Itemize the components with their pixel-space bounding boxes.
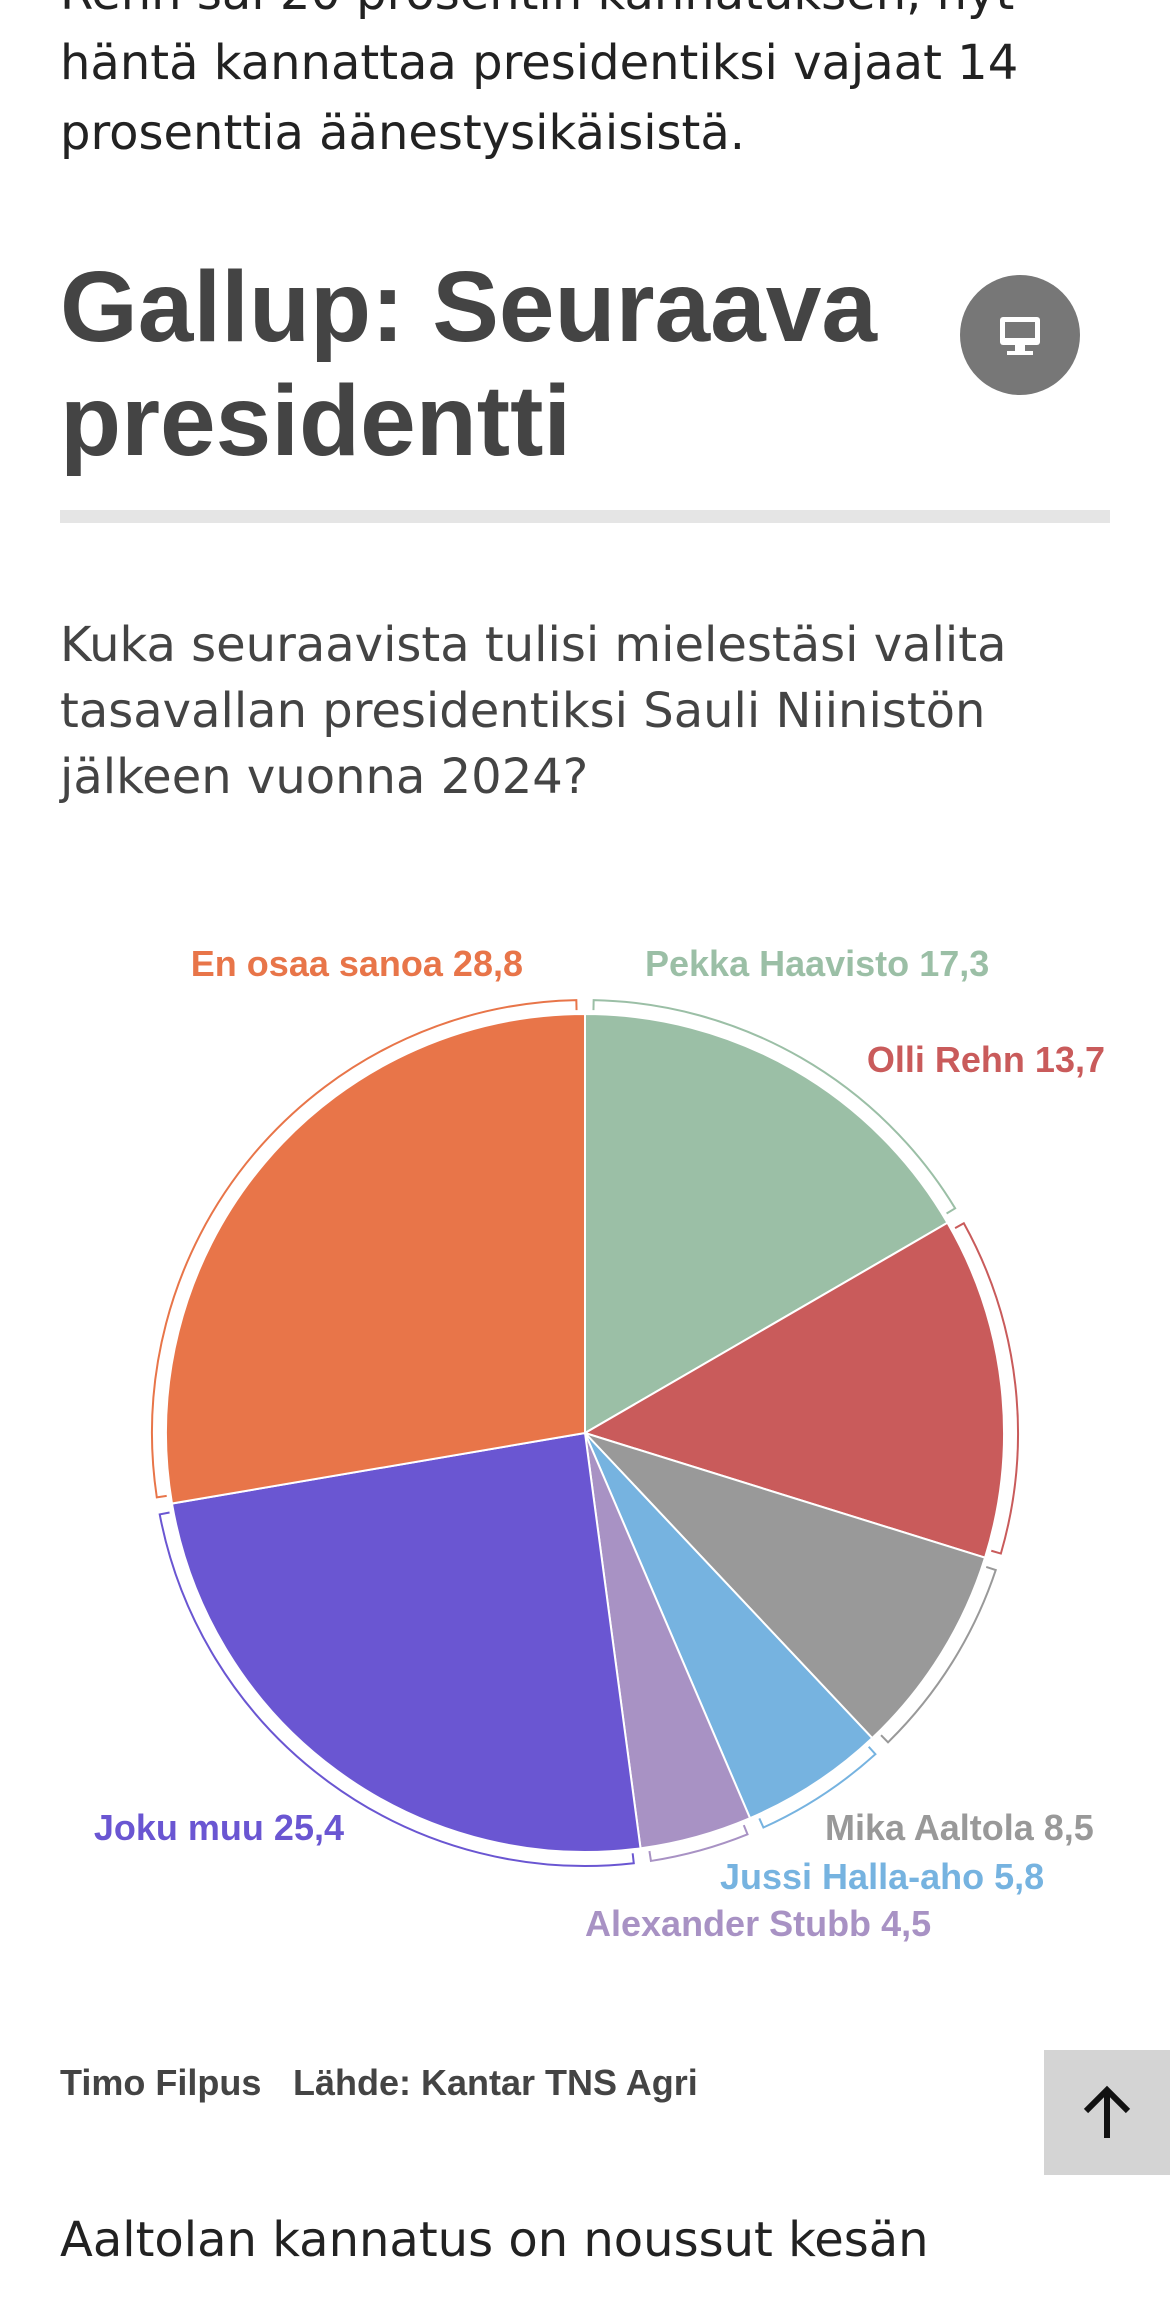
value-label: 28,8 xyxy=(453,943,523,984)
pie-slice xyxy=(170,1431,642,1853)
category-name: Olli Rehn xyxy=(867,1039,1025,1080)
source: Lähde: Kantar TNS Agri xyxy=(293,2062,698,2103)
category-name: Jussi Halla-aho xyxy=(720,1856,984,1897)
value-label: 13,7 xyxy=(1035,1039,1105,1080)
category-name: Alexander Stubb xyxy=(585,1903,871,1944)
label-bracket xyxy=(648,1824,749,1863)
slice-label: Mika Aaltola 8,5 xyxy=(825,1807,1094,1848)
category-name: Joku muu xyxy=(94,1807,264,1848)
slice-label: Joku muu 25,4 xyxy=(94,1807,344,1848)
pie-slice xyxy=(582,1221,1005,1559)
value-label: 5,8 xyxy=(994,1856,1044,1897)
pie-slice xyxy=(584,1012,949,1435)
label-bracket xyxy=(880,1565,998,1744)
arrow-up-icon xyxy=(1083,2085,1131,2138)
pie-slice xyxy=(581,1430,987,1740)
slice-label: En osaa sanoa 28,8 xyxy=(191,943,523,984)
divider xyxy=(60,510,1110,523)
slice-label: Olli Rehn 13,7 xyxy=(867,1039,1105,1080)
label-bracket xyxy=(758,1746,877,1829)
category-name: En osaa sanoa xyxy=(191,943,444,984)
category-name: Pekka Haavisto xyxy=(645,943,909,984)
author: Timo Filpus xyxy=(60,2062,262,2103)
label-bracket xyxy=(954,1221,1019,1555)
value-label: 17,3 xyxy=(919,943,989,984)
value-label: 8,5 xyxy=(1044,1807,1094,1848)
value-label: 25,4 xyxy=(274,1807,344,1848)
chart-subtitle: Kuka seuraavista tulisi mielestäsi valit… xyxy=(60,617,1007,805)
category-name: Mika Aaltola xyxy=(825,1807,1035,1848)
slice-label: Jussi Halla-aho 5,8 xyxy=(720,1856,1044,1897)
label-bracket xyxy=(158,1511,635,1867)
back-to-top-button[interactable] xyxy=(1044,2050,1170,2175)
screen-icon xyxy=(1000,317,1040,355)
value-label: 4,5 xyxy=(881,1903,931,1944)
slice-label: Alexander Stubb 4,5 xyxy=(585,1903,931,1944)
fullscreen-button[interactable] xyxy=(960,275,1080,395)
slice-label: Pekka Haavisto 17,3 xyxy=(645,943,989,984)
article-paragraph: Aaltolan kannatus on noussut kesän xyxy=(60,2212,929,2268)
chart-title: Gallup: Seuraava presidentti xyxy=(60,251,877,477)
label-bracket xyxy=(151,999,578,1499)
chart: Pekka Haavisto 17,3 Olli Rehn 13,7 Mika Aa… xyxy=(94,943,1105,1944)
pie-slice xyxy=(584,1432,874,1820)
article-paragraph: Rehn sai 20 prosentin kannatuksen, nyt h… xyxy=(60,0,1019,161)
pie-slice xyxy=(165,1012,586,1505)
label-bracket xyxy=(592,999,957,1215)
